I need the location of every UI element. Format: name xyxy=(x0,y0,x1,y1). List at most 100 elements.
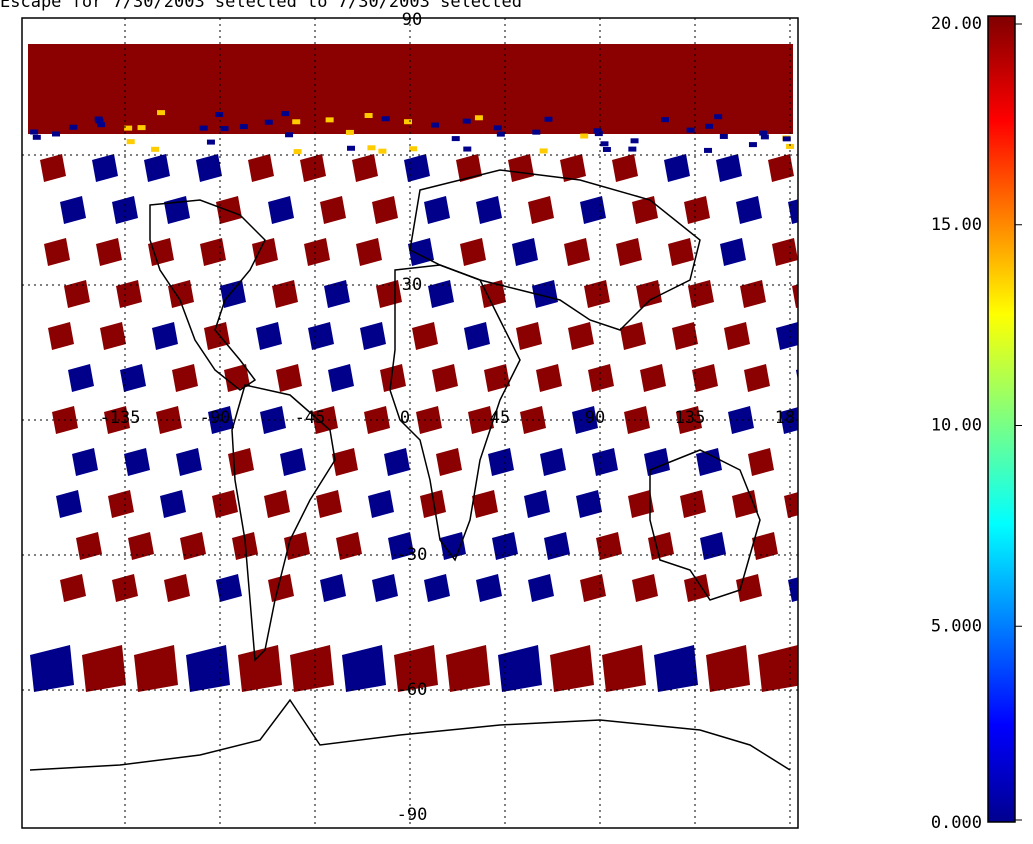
swath xyxy=(380,364,406,392)
swath xyxy=(342,645,386,692)
swath xyxy=(30,645,74,692)
colorbar-axis: 20.00 15.00 10.00 5.000 0.000 xyxy=(931,14,1022,833)
lat-label: -30 xyxy=(397,545,428,565)
swath xyxy=(544,532,570,560)
swath xyxy=(528,574,554,602)
swath xyxy=(180,532,206,560)
swath xyxy=(72,448,98,476)
swath xyxy=(588,364,614,392)
swath xyxy=(728,406,754,434)
swath xyxy=(248,154,274,182)
lat-label: 90 xyxy=(402,10,422,30)
colorbar-label: 10.00 xyxy=(931,416,982,436)
swath xyxy=(332,448,358,476)
swath-speck xyxy=(32,134,41,140)
swath xyxy=(92,154,118,182)
swath-speck xyxy=(285,132,294,138)
swath xyxy=(96,238,122,266)
swath xyxy=(688,280,714,308)
swath xyxy=(252,238,278,266)
swath-speck xyxy=(97,122,106,128)
swath-speck xyxy=(602,146,611,152)
swath-speck xyxy=(451,136,460,142)
swath xyxy=(404,154,430,182)
swath xyxy=(592,448,618,476)
swath xyxy=(320,196,346,224)
swath xyxy=(576,490,602,518)
swath-speck xyxy=(600,141,609,147)
lon-label: 0 xyxy=(400,408,410,428)
swath xyxy=(706,645,750,692)
australia xyxy=(649,449,761,601)
swath-speck xyxy=(157,110,166,116)
swath xyxy=(48,322,74,350)
swath-speck xyxy=(705,123,714,129)
swath xyxy=(134,645,178,692)
africa xyxy=(389,264,521,562)
swath xyxy=(672,322,698,350)
swath xyxy=(568,322,594,350)
swath xyxy=(164,574,190,602)
swath xyxy=(664,154,690,182)
swath xyxy=(272,280,298,308)
swath xyxy=(796,369,798,381)
swath xyxy=(164,196,190,224)
swath xyxy=(304,238,330,266)
swath xyxy=(224,364,250,392)
swath xyxy=(748,448,774,476)
swath xyxy=(512,238,538,266)
swath-speck xyxy=(264,119,273,125)
swath xyxy=(324,280,350,308)
swath-speck xyxy=(760,134,769,140)
map-frame xyxy=(21,17,799,829)
swath-speck xyxy=(704,147,713,153)
swath xyxy=(788,199,798,224)
swath-speck xyxy=(30,129,39,135)
swath xyxy=(260,406,286,434)
lon-label: 135 xyxy=(675,408,706,428)
swath xyxy=(692,364,718,392)
swath xyxy=(144,154,170,182)
swath-speck xyxy=(367,145,376,151)
swath xyxy=(516,322,542,350)
swath-speck xyxy=(686,127,695,133)
swath xyxy=(196,154,222,182)
swath-speck xyxy=(292,119,301,125)
swath-speck xyxy=(364,113,373,119)
swath xyxy=(780,407,798,434)
swath-speck xyxy=(474,115,483,121)
swath xyxy=(60,196,86,224)
swath-speck xyxy=(69,124,78,130)
swath xyxy=(76,532,102,560)
swath xyxy=(540,448,566,476)
lat-label: 30 xyxy=(402,275,422,295)
swath-speck xyxy=(719,133,728,139)
swath xyxy=(724,322,750,350)
swath xyxy=(128,532,154,560)
swath xyxy=(384,448,410,476)
swath xyxy=(804,532,830,560)
swath xyxy=(186,645,230,692)
swath-speck xyxy=(293,149,302,155)
swath xyxy=(372,574,398,602)
swath-speck xyxy=(462,118,471,124)
swath xyxy=(480,280,506,308)
swath xyxy=(644,448,670,476)
swath xyxy=(394,645,438,692)
swath xyxy=(68,364,94,392)
lon-label: 90 xyxy=(585,408,605,428)
swath xyxy=(572,406,598,434)
swath xyxy=(360,322,386,350)
swath xyxy=(736,196,762,224)
swath xyxy=(124,448,150,476)
swath xyxy=(238,645,282,692)
swath xyxy=(498,645,542,692)
swath xyxy=(464,322,490,350)
swath xyxy=(602,645,646,692)
swath xyxy=(716,154,742,182)
swath xyxy=(550,645,594,692)
swath-speck xyxy=(463,146,472,152)
swath xyxy=(220,280,246,308)
swath-speck xyxy=(593,128,602,134)
swath xyxy=(772,238,798,266)
